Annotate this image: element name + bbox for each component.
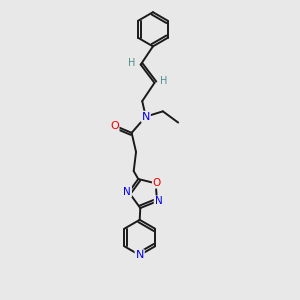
Text: O: O [153, 178, 161, 188]
Text: N: N [136, 250, 144, 260]
Text: H: H [160, 76, 167, 86]
Text: N: N [123, 187, 131, 196]
Text: H: H [128, 58, 136, 68]
Text: N: N [154, 196, 162, 206]
Text: O: O [110, 121, 118, 131]
Text: N: N [142, 112, 150, 122]
